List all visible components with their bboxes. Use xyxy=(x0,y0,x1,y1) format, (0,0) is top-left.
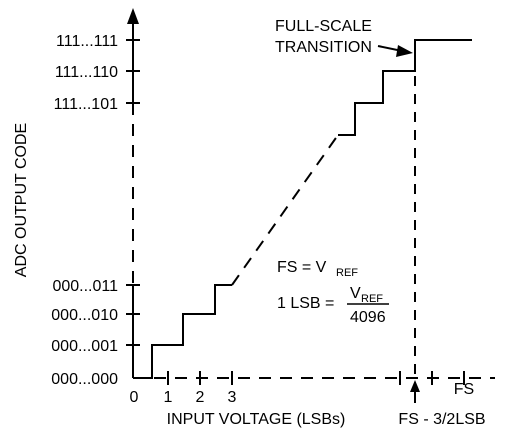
x-tick-label-1: 1 xyxy=(164,389,173,406)
y-tick-label-111-111: 111...111 xyxy=(56,33,118,50)
x-tick-label-0: 0 xyxy=(130,389,139,406)
x-fs-minus-label: FS - 3/2LSB xyxy=(398,411,485,428)
y-tick-label-111-101: 111...101 xyxy=(54,96,118,113)
lower-staircase xyxy=(133,284,232,379)
y-tick-label-111-110: 111...110 xyxy=(55,64,118,81)
y-tick-label-000-001: 000...001 xyxy=(51,338,118,355)
svg-text:REF: REF xyxy=(336,267,358,279)
fs-minus-arrow-icon xyxy=(410,380,420,392)
y-axis-arrow-icon xyxy=(127,8,139,24)
equation-lsb: 1 LSB = V REF 4096 xyxy=(277,285,389,326)
equation-fs: FS = V REF xyxy=(277,259,358,279)
annotation-fullscale-line1: FULL-SCALE xyxy=(275,18,372,35)
annotation-fullscale-line2: TRANSITION xyxy=(275,39,372,56)
x-tick-label-fs: FS xyxy=(454,381,474,398)
svg-text:FS = V: FS = V xyxy=(277,259,327,276)
x-axis-title: INPUT VOLTAGE (LSBs) xyxy=(167,411,346,428)
y-axis-title: ADC OUTPUT CODE xyxy=(13,123,30,277)
x-tick-label-3: 3 xyxy=(228,389,237,406)
svg-text:REF: REF xyxy=(361,293,383,305)
svg-text:1 LSB =: 1 LSB = xyxy=(277,295,334,312)
y-tick-label-000-010: 000...010 xyxy=(51,307,118,324)
dashed-transition-line xyxy=(231,134,339,286)
x-ticks xyxy=(167,371,465,385)
y-tick-label-000-000: 000...000 xyxy=(51,371,118,388)
x-tick-label-2: 2 xyxy=(196,389,205,406)
y-ticks xyxy=(126,39,140,346)
svg-text:V: V xyxy=(350,285,361,302)
svg-text:4096: 4096 xyxy=(350,309,386,326)
annotation-arrow-icon xyxy=(396,45,413,57)
y-tick-label-000-011: 000...011 xyxy=(52,278,118,295)
